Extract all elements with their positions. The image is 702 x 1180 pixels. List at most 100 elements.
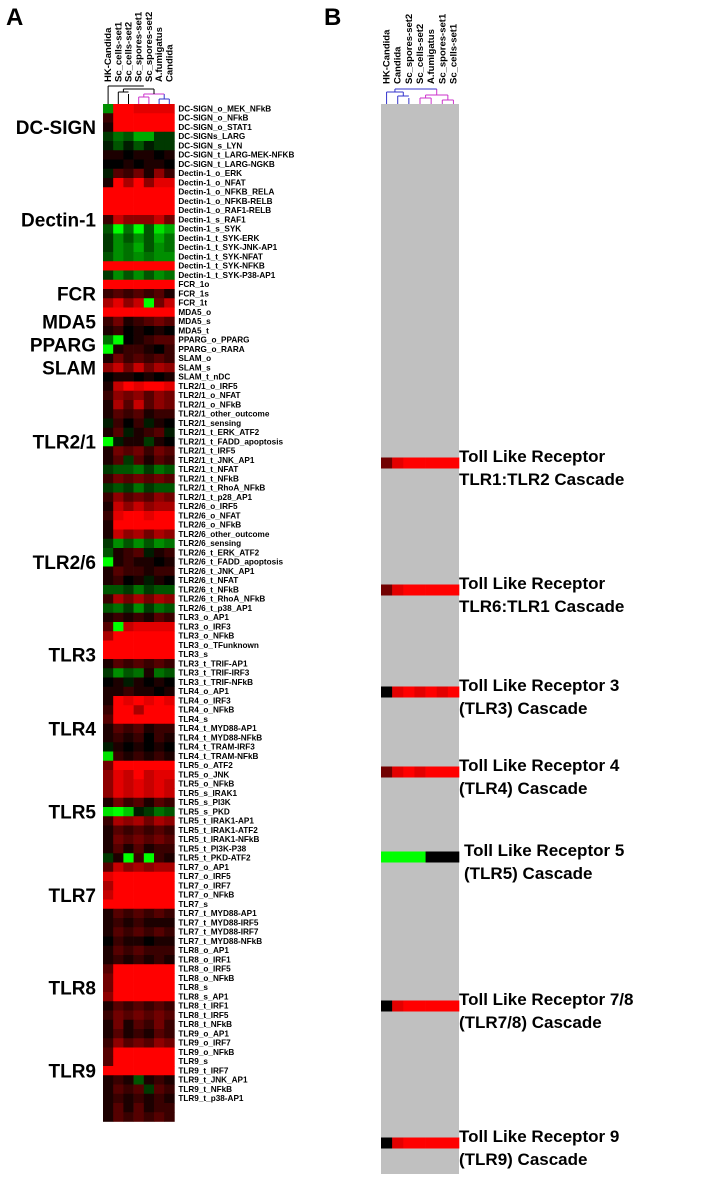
heatmap-cell	[164, 492, 175, 503]
heatmap-cell	[133, 242, 145, 253]
heatmap-cell	[154, 150, 165, 160]
heatmap-cell	[143, 908, 155, 919]
pathway-cell	[436, 766, 449, 778]
pathway-labels: Toll Like Receptor TLR1:TLR2 Cascade Toll …	[459, 447, 633, 1169]
heatmap-cell	[143, 1112, 155, 1122]
heatmap-cell	[103, 233, 114, 244]
heatmap-cell	[123, 585, 134, 595]
heatmap-cell	[143, 797, 155, 808]
heatmap-cell	[123, 538, 134, 549]
heatmap-cell	[154, 381, 165, 392]
heatmap-cell	[123, 1103, 134, 1113]
heatmap-cell	[113, 372, 124, 382]
heatmap-cell	[123, 511, 134, 521]
heatmap-cell	[123, 261, 134, 271]
row-label: Dectin-1_t_SYK-NFAT	[178, 252, 262, 261]
row-labels-a: DC-SIGN_o_MEK_NFkBDC-SIGN_o_NFkBDC-SIGN_…	[178, 104, 294, 1103]
heatmap-cell	[154, 899, 165, 910]
heatmap-cell	[154, 807, 165, 817]
heatmap-cell	[164, 372, 175, 382]
heatmap-cell	[143, 668, 155, 678]
heatmap-cell	[164, 390, 175, 401]
group-label: TLR5	[49, 803, 97, 824]
heatmap-cell	[123, 816, 134, 826]
heatmap-cell	[123, 1019, 134, 1030]
heatmap-cell	[123, 372, 134, 382]
heatmap-cell	[133, 344, 145, 355]
heatmap-cell	[164, 659, 175, 669]
heatmap-cell	[103, 659, 114, 669]
row-label: TLR2/1_t_ERK_ATF2	[178, 428, 259, 437]
pathway-cell	[381, 584, 393, 596]
heatmap-cell	[113, 890, 124, 900]
heatmap-cell	[123, 927, 134, 937]
heatmap-cell	[123, 612, 134, 623]
pathway-cell	[425, 1137, 438, 1149]
heatmap-cell	[133, 1066, 145, 1076]
heatmap-cell	[113, 437, 124, 447]
heatmap-cell	[113, 316, 124, 327]
heatmap-cell	[103, 807, 114, 817]
row-label: TLR4_t_TRAM-IRF3	[178, 743, 255, 752]
heatmap-cell	[154, 483, 165, 493]
heatmap-cell	[133, 483, 145, 493]
heatmap-cell	[103, 279, 114, 290]
heatmap-cell	[143, 511, 155, 521]
heatmap-cell	[113, 696, 124, 706]
heatmap-cell	[154, 788, 165, 799]
heatmap-cell	[103, 1010, 114, 1021]
pathway-cell	[414, 851, 426, 863]
heatmap-cell	[164, 261, 175, 271]
heatmap-cell	[133, 492, 145, 503]
heatmap-cell	[164, 585, 175, 595]
heatmap-cell	[133, 816, 145, 826]
group-label: TLR2/6	[33, 553, 96, 574]
heatmap-cell	[164, 973, 175, 984]
heatmap-cell	[154, 881, 165, 891]
heatmap-cell	[143, 307, 155, 318]
row-label: TLR5_o_JNK	[178, 770, 229, 779]
group-label: TLR7	[49, 886, 97, 907]
heatmap-cell	[143, 122, 155, 133]
heatmap-cell	[164, 723, 175, 734]
heatmap-cell	[133, 168, 145, 179]
heatmap-cell	[103, 834, 114, 845]
row-label: MDA5_s	[178, 317, 211, 326]
heatmap-cell	[113, 307, 124, 318]
heatmap-cell	[164, 844, 175, 854]
heatmap-cell	[103, 788, 114, 799]
heatmap-cell	[143, 1066, 155, 1076]
heatmap-cell	[154, 400, 165, 410]
heatmap-cell	[133, 353, 145, 364]
heatmap-cell	[103, 104, 114, 114]
pathway-label-line1: Toll Like Receptor 9	[459, 1127, 619, 1146]
heatmap-cell	[123, 159, 134, 170]
heatmap-cell	[103, 899, 114, 910]
row-label: TLR7_t_MYD88-IRF5	[178, 918, 259, 927]
heatmap-cell	[164, 307, 175, 318]
heatmap-cell	[113, 1103, 124, 1113]
heatmap-cell	[113, 242, 124, 253]
row-label: TLR2/1_o_NFkB	[178, 400, 241, 409]
heatmap-cell	[133, 575, 145, 586]
heatmap-cell	[164, 335, 175, 345]
heatmap-cell	[164, 927, 175, 937]
heatmap-cell	[103, 1038, 114, 1048]
heatmap-cell	[103, 178, 114, 188]
heatmap-cell	[103, 723, 114, 734]
heatmap-cell	[123, 575, 134, 586]
heatmap-cell	[123, 427, 134, 438]
heatmap-cell	[154, 270, 165, 281]
heatmap-cell	[113, 594, 124, 604]
heatmap-cell	[103, 224, 114, 234]
heatmap-cell	[103, 307, 114, 318]
heatmap-cell	[164, 344, 175, 355]
heatmap-cell	[164, 622, 175, 632]
heatmap-cell	[143, 575, 155, 586]
heatmap-cell	[164, 853, 175, 863]
pathway-cell	[392, 457, 404, 469]
row-label: DC-SIGN_t_LARG-MEK-NFKB	[178, 151, 294, 160]
heatmap-cell	[143, 1029, 155, 1039]
heatmap-cell	[143, 483, 155, 493]
heatmap-cell	[113, 779, 124, 789]
